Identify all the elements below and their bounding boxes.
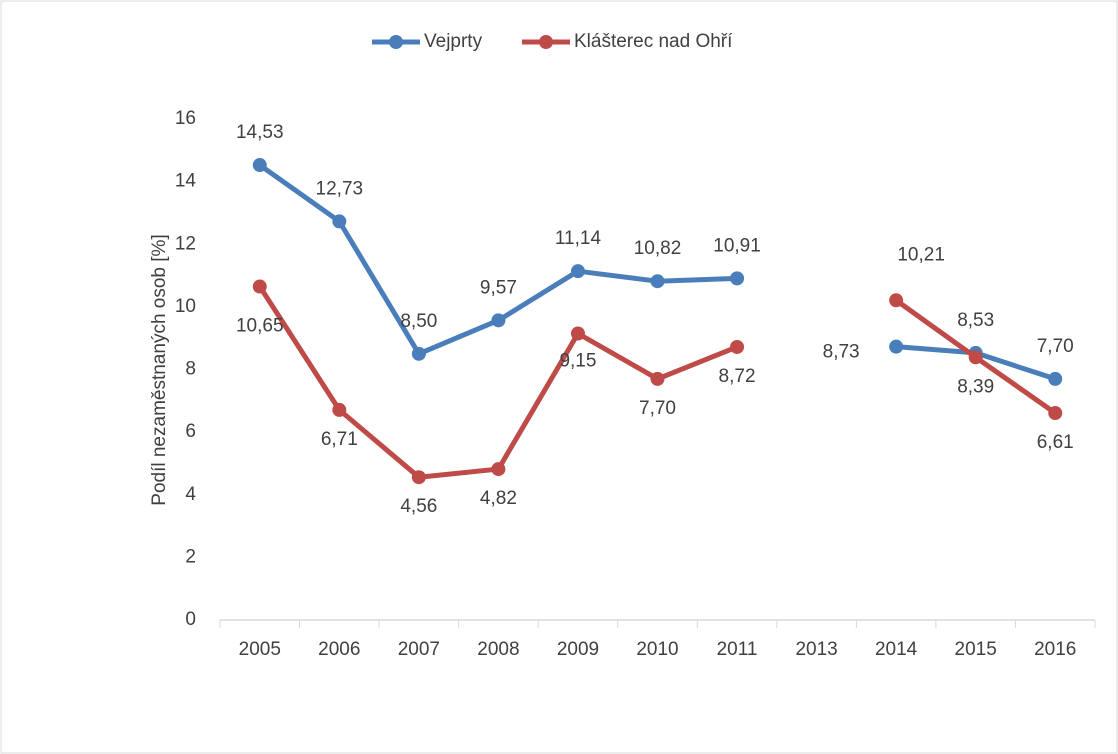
- y-tick-label: 12: [175, 233, 196, 254]
- legend-label: Vejprty: [424, 31, 483, 52]
- data-label: 8,50: [400, 311, 437, 332]
- x-tick-label: 2015: [955, 639, 997, 660]
- x-tick-label: 2013: [795, 639, 837, 660]
- marker: [332, 214, 347, 229]
- data-label: 10,65: [236, 316, 284, 337]
- marker: [570, 264, 585, 279]
- data-label: 8,39: [957, 376, 994, 397]
- marker: [252, 279, 267, 294]
- x-tick-label: 2014: [875, 639, 918, 660]
- x-tick-label: 2011: [717, 639, 758, 660]
- data-label: 6,61: [1037, 432, 1074, 453]
- marker: [411, 346, 426, 361]
- y-tick-label: 4: [185, 484, 196, 505]
- marker: [411, 470, 426, 485]
- data-label: 10,91: [713, 235, 761, 256]
- data-label: 10,82: [634, 238, 682, 259]
- marker: [332, 402, 347, 417]
- data-label: 7,70: [639, 398, 676, 419]
- marker: [491, 313, 506, 328]
- marker: [730, 271, 745, 286]
- data-label: 11,14: [555, 228, 602, 249]
- data-label: 8,53: [957, 310, 994, 331]
- legend-marker: [389, 35, 403, 49]
- data-label: 10,21: [897, 244, 945, 265]
- data-label: 4,56: [400, 496, 437, 517]
- marker: [889, 339, 904, 354]
- x-tick-label: 2008: [477, 639, 519, 660]
- legend-marker: [539, 35, 553, 49]
- data-label: 12,73: [316, 178, 364, 199]
- y-tick-label: 8: [185, 359, 196, 380]
- x-tick-label: 2016: [1034, 639, 1076, 660]
- x-tick-label: 2005: [239, 639, 281, 660]
- marker: [650, 371, 665, 386]
- data-label: 6,71: [321, 429, 358, 450]
- y-tick-label: 2: [185, 546, 196, 567]
- data-label: 9,57: [480, 277, 517, 298]
- marker: [252, 158, 267, 173]
- marker: [968, 350, 983, 365]
- marker: [491, 462, 506, 477]
- marker: [1048, 371, 1063, 386]
- data-label: 7,70: [1037, 336, 1074, 357]
- y-tick-label: 14: [175, 171, 197, 192]
- data-label: 14,53: [236, 122, 284, 143]
- x-tick-label: 2010: [636, 639, 678, 660]
- y-tick-label: 6: [185, 421, 196, 442]
- marker: [730, 339, 745, 354]
- marker: [889, 293, 904, 308]
- x-tick-label: 2009: [557, 639, 599, 660]
- marker: [1048, 406, 1063, 421]
- x-tick-label: 2006: [318, 639, 360, 660]
- x-tick-label: 2007: [398, 639, 440, 660]
- data-label: 9,15: [559, 351, 596, 372]
- data-label: 8,73: [823, 342, 860, 363]
- y-tick-label: 0: [185, 609, 196, 630]
- marker: [650, 274, 665, 289]
- y-tick-label: 10: [175, 296, 196, 317]
- legend-label: Klášterec nad Ohří: [574, 31, 733, 52]
- data-label: 8,72: [719, 366, 756, 387]
- y-tick-label: 16: [175, 108, 196, 129]
- data-label: 4,82: [480, 488, 517, 509]
- marker: [570, 326, 585, 341]
- y-axis-label: Podíl nezaměstnaných osob [%]: [149, 234, 170, 505]
